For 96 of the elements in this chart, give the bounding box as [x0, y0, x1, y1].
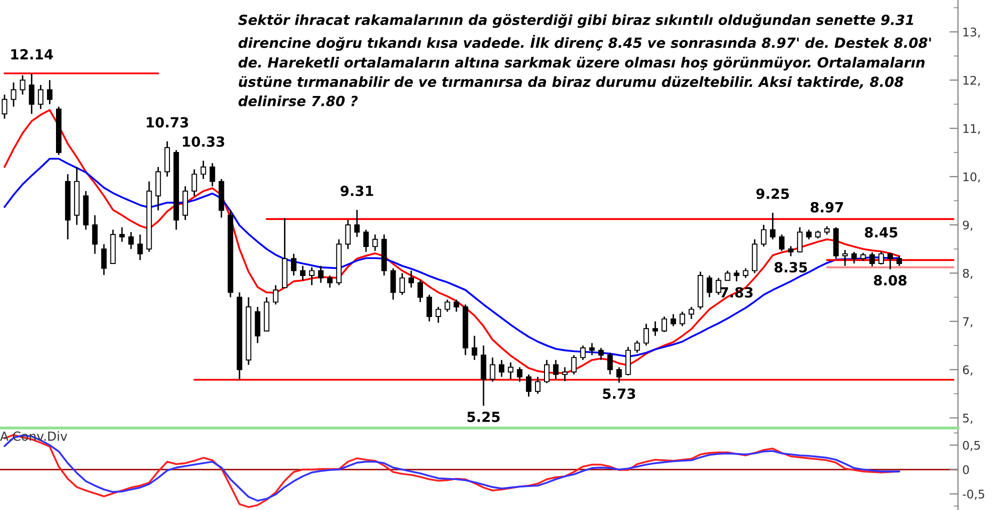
candlestick	[598, 347, 604, 361]
candlestick	[408, 270, 414, 288]
candlestick	[734, 270, 740, 282]
y-tick-label: 0	[962, 465, 969, 474]
y-tick-label: 6,	[962, 365, 972, 376]
candlestick	[472, 335, 478, 361]
candlestick	[760, 224, 766, 248]
candlestick	[887, 252, 893, 270]
candlestick	[797, 226, 803, 254]
candlestick	[290, 253, 296, 276]
candlestick	[535, 376, 540, 394]
candlestick	[670, 313, 676, 327]
candlestick	[318, 265, 324, 284]
annotation: 5.73	[603, 388, 636, 399]
candlestick	[436, 306, 442, 324]
candlestick	[490, 356, 496, 382]
candlestick	[652, 320, 658, 337]
y-tick-label: 12,	[963, 76, 980, 86]
candlestick	[724, 270, 730, 282]
candlestick	[300, 265, 306, 282]
candlestick	[101, 243, 107, 276]
candlestick	[526, 374, 532, 398]
candlestick	[137, 234, 143, 261]
candlestick	[390, 268, 396, 300]
candlestick	[788, 245, 794, 257]
candlestick	[28, 72, 34, 115]
annotation: 8.97	[810, 202, 843, 212]
candlestick	[444, 298, 450, 312]
y-tick-label: 0,5	[962, 440, 980, 451]
candlestick	[688, 306, 694, 320]
candlestick	[327, 274, 333, 288]
candlestick	[399, 272, 405, 296]
candlestick	[192, 168, 198, 197]
annotation: 8.08	[874, 275, 906, 286]
annotation: 12.14	[11, 49, 53, 60]
y-tick-label: 13,	[963, 28, 980, 38]
candlestick	[878, 250, 884, 266]
candlestick	[128, 231, 134, 250]
candlestick	[200, 160, 206, 180]
candlestick	[662, 316, 668, 333]
candlestick	[426, 294, 432, 322]
candlestick	[851, 251, 857, 264]
candlestick	[580, 344, 586, 361]
candlestick	[716, 277, 722, 296]
annotation: 5.25	[467, 412, 500, 422]
candlestick	[272, 284, 278, 306]
candlestick	[680, 311, 686, 327]
candlestick	[589, 342, 595, 356]
candlestick	[869, 252, 875, 268]
candlestick	[454, 298, 460, 312]
y-tick-label: 5,	[963, 414, 972, 424]
candlestick	[508, 362, 514, 380]
candlestick	[643, 323, 649, 346]
annotation: 8.35	[774, 262, 807, 273]
candlestick	[2, 94, 8, 120]
candlestick	[634, 340, 640, 354]
candlestick	[10, 82, 16, 108]
candlestick	[742, 268, 748, 279]
y-tick-label: 7,	[963, 317, 972, 328]
candlestick	[616, 366, 622, 384]
annotation: 9.31	[340, 186, 374, 196]
candlestick	[363, 228, 369, 253]
annotation: 9.25	[756, 188, 789, 199]
candlestick	[553, 359, 559, 380]
candlestick	[896, 255, 902, 267]
candlestick	[354, 209, 360, 238]
annotation: 10.33	[182, 136, 224, 147]
candlestick	[309, 266, 315, 286]
candlestick	[498, 359, 504, 378]
candlestick	[706, 274, 712, 298]
candlestick	[571, 354, 577, 376]
annotation: 8.45	[864, 227, 898, 238]
y-tick-label: 9,	[962, 220, 972, 231]
candlestick	[119, 226, 125, 242]
annotation: Sektör ihracat rakamalarının da gösterdiği gibi biraz sıkıntılı olduğundan senette 9.31 direncine doğru tıkandı kısa vadede. İlk direnç 8.45 ve sonrasında 8.97' de. Destek 8.08' de. Hareketli ortalamaların altına sarkmak üzere olması hoş görünmüyor. Ortalamaların üstüne tırmanabilir de ve tırmanırsa da biraz durumu düzeltebilir. Aksi taktirde, 8.08 delinirse 7.80 ?	[238, 14, 931, 106]
candlestick	[779, 234, 785, 252]
candlestick	[345, 219, 351, 250]
candlestick	[607, 352, 613, 376]
candlestick	[806, 228, 812, 240]
candlestick	[562, 366, 568, 382]
y-tick-label: 10,	[963, 172, 980, 182]
candlestick	[516, 366, 522, 382]
candlestick	[372, 234, 378, 252]
y-tick-label: 11,	[963, 124, 980, 134]
candlestick	[46, 79, 52, 105]
candlestick	[38, 84, 44, 110]
candlestick	[210, 162, 216, 187]
candlestick	[770, 212, 776, 240]
candlestick	[842, 249, 848, 267]
y-tick-label: 8,	[962, 268, 972, 279]
y-tick-label: -0,5	[962, 490, 984, 500]
candlestick	[20, 74, 26, 96]
annotation: 10.73	[146, 117, 188, 128]
candlestick	[544, 359, 550, 384]
candlestick	[418, 280, 423, 303]
candlestick	[92, 214, 98, 255]
